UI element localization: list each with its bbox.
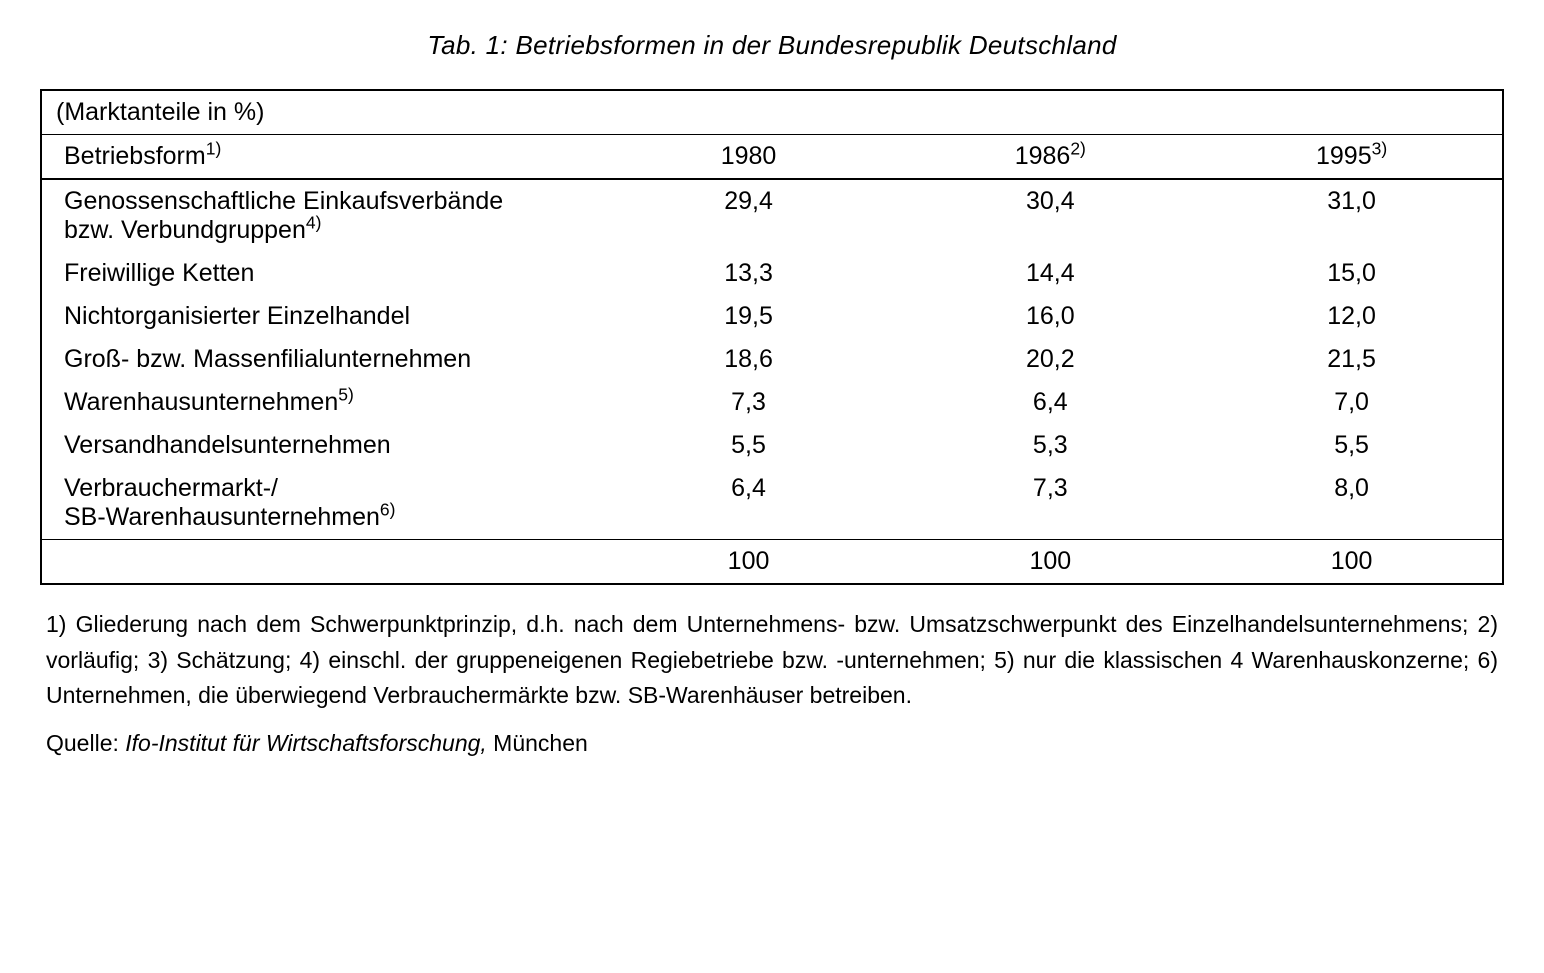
row-value: 5,5	[598, 424, 900, 467]
header-col3-text: 1995	[1316, 142, 1372, 170]
row-value: 31,0	[1201, 179, 1503, 252]
row-label: Verbrauchermarkt-/SB-Warenhausunternehme…	[41, 467, 598, 540]
row-label-line1: Warenhausunternehmen	[64, 388, 338, 416]
row-label-sup: 4)	[306, 213, 322, 233]
source-label: Quelle:	[46, 730, 125, 756]
table-row: Freiwillige Ketten 13,314,415,0	[41, 252, 1503, 295]
header-label-sup: 1)	[206, 139, 222, 159]
header-col2-sup: 2)	[1070, 139, 1086, 159]
footnotes: 1) Gliederung nach dem Schwerpunktprinzi…	[40, 607, 1504, 714]
row-label: Versandhandelsunternehmen	[41, 424, 598, 467]
row-label-line1: Genossenschaftliche Einkaufsverbände	[64, 187, 503, 215]
table-caption: Tab. 1: Betriebsformen in der Bundesrepu…	[40, 30, 1504, 61]
row-value: 8,0	[1201, 467, 1503, 540]
row-value: 12,0	[1201, 295, 1503, 338]
table-row: Verbrauchermarkt-/SB-Warenhausunternehme…	[41, 467, 1503, 540]
data-table: (Marktanteile in %) Betriebsform1) 1980 …	[40, 89, 1504, 585]
header-col2-text: 1986	[1015, 142, 1071, 170]
row-value: 16,0	[899, 295, 1201, 338]
row-label-line1: Verbrauchermarkt-/	[64, 474, 278, 502]
table-row: Warenhausunternehmen5)7,36,47,0	[41, 381, 1503, 424]
row-value: 5,3	[899, 424, 1201, 467]
row-value: 7,0	[1201, 381, 1503, 424]
row-label: Nichtorganisierter Einzelhandel	[41, 295, 598, 338]
header-label-text: Betriebsform	[64, 142, 206, 170]
subtitle-cell: (Marktanteile in %)	[41, 90, 1503, 135]
row-value: 15,0	[1201, 252, 1503, 295]
total-v3: 100	[1201, 540, 1503, 585]
total-row: 100 100 100	[41, 540, 1503, 585]
total-v2: 100	[899, 540, 1201, 585]
row-value: 21,5	[1201, 338, 1503, 381]
row-label: Warenhausunternehmen5)	[41, 381, 598, 424]
row-label-sup: 5)	[338, 385, 354, 405]
total-label	[41, 540, 598, 585]
row-label-line2: SB-Warenhausunternehmen	[64, 503, 380, 531]
row-value: 6,4	[598, 467, 900, 540]
header-col3-sup: 3)	[1372, 139, 1388, 159]
row-value: 20,2	[899, 338, 1201, 381]
row-value: 30,4	[899, 179, 1201, 252]
source-name: Ifo-Institut für Wirtschaftsforschung,	[125, 730, 487, 756]
header-col1: 1980	[598, 135, 900, 180]
table-row: Genossenschaftliche Einkaufsverbändebzw.…	[41, 179, 1503, 252]
row-value: 29,4	[598, 179, 900, 252]
table-row: Groß- bzw. Massenfilialunternehmen 18,620…	[41, 338, 1503, 381]
table-row: Nichtorganisierter Einzelhandel 19,516,01…	[41, 295, 1503, 338]
header-row: Betriebsform1) 1980 19862) 19953)	[41, 135, 1503, 180]
row-label: Groß- bzw. Massenfilialunternehmen	[41, 338, 598, 381]
source-place: München	[487, 730, 588, 756]
header-col2: 19862)	[899, 135, 1201, 180]
row-value: 13,3	[598, 252, 900, 295]
header-label: Betriebsform1)	[41, 135, 598, 180]
row-value: 14,4	[899, 252, 1201, 295]
row-label: Genossenschaftliche Einkaufsverbändebzw.…	[41, 179, 598, 252]
row-value: 6,4	[899, 381, 1201, 424]
row-value: 5,5	[1201, 424, 1503, 467]
source-line: Quelle: Ifo-Institut für Wirtschaftsfors…	[40, 730, 1504, 757]
row-value: 18,6	[598, 338, 900, 381]
row-label-line1: Freiwillige Ketten	[64, 259, 254, 287]
table-row: Versandhandelsunternehmen 5,55,35,5	[41, 424, 1503, 467]
row-label-line1: Versandhandelsunternehmen	[64, 431, 391, 459]
row-value: 7,3	[598, 381, 900, 424]
subtitle-row: (Marktanteile in %)	[41, 90, 1503, 135]
row-label-line2: bzw. Verbundgruppen	[64, 216, 306, 244]
row-label-line1: Nichtorganisierter Einzelhandel	[64, 302, 410, 330]
row-value: 19,5	[598, 295, 900, 338]
row-label: Freiwillige Ketten	[41, 252, 598, 295]
row-value: 7,3	[899, 467, 1201, 540]
total-v1: 100	[598, 540, 900, 585]
header-col3: 19953)	[1201, 135, 1503, 180]
row-label-sup: 6)	[380, 500, 396, 520]
row-label-line1: Groß- bzw. Massenfilialunternehmen	[64, 345, 471, 373]
